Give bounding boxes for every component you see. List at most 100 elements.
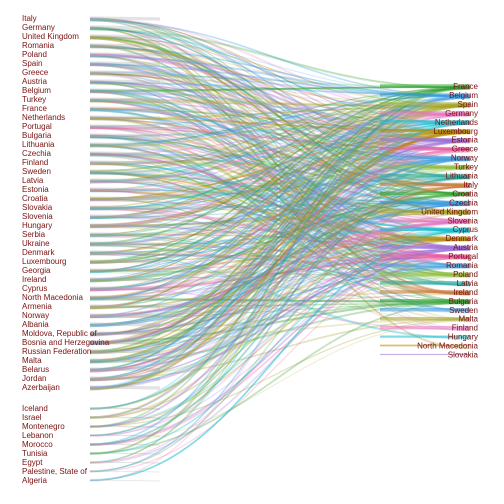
source-band-40: [89, 376, 161, 381]
flow-36: [89, 44, 471, 162]
target-label: Spain: [458, 100, 478, 109]
source-label: France: [22, 104, 47, 113]
flow-336: [89, 220, 471, 271]
target-label-layer: FranceBelgiumSpainGermanyNetherlandsLuxe…: [417, 82, 479, 360]
flow-250: [89, 166, 471, 202]
flow-199: [89, 139, 471, 165]
flow-442: [89, 177, 471, 346]
target-label: France: [453, 82, 478, 91]
flow-449: [89, 266, 471, 353]
flow-197: [89, 162, 471, 277]
target-label: United Kingdom: [421, 207, 478, 216]
flow-369: [89, 222, 471, 292]
flow-453: [89, 132, 471, 354]
flow-22: [89, 29, 471, 141]
flow-445: [89, 105, 471, 353]
flow-7: [89, 19, 471, 133]
flow-246: [89, 105, 471, 201]
flow-506: [89, 159, 471, 410]
flow-353: [89, 157, 471, 282]
flow-305: [89, 239, 471, 245]
flow-276: [89, 130, 471, 226]
flow-61: [89, 62, 471, 162]
flow-135: [89, 116, 471, 260]
source-band-48: [89, 461, 161, 464]
flow-415: [89, 221, 471, 327]
flow-111: [89, 98, 471, 204]
flow-277: [89, 138, 471, 227]
source-band-22: [89, 214, 161, 219]
source-label: Romania: [22, 41, 55, 50]
flow-392: [89, 266, 471, 309]
target-label: Czechia: [449, 198, 478, 207]
target-label: Estonia: [451, 136, 478, 145]
flow-154: [89, 127, 471, 250]
source-label: Egypt: [22, 458, 43, 467]
source-band-10: [89, 106, 161, 111]
flow-50: [89, 53, 471, 144]
source-band-15: [89, 151, 161, 156]
flow-287: [89, 204, 471, 229]
flow-150: [89, 126, 471, 251]
target-label: Greece: [452, 145, 479, 154]
flow-434: [89, 157, 471, 344]
flow-465: [89, 130, 471, 363]
flow-266: [89, 114, 471, 217]
source-band-12: [89, 124, 161, 129]
source-label: Portugal: [22, 122, 52, 131]
target-label: Norway: [451, 154, 478, 163]
flow-224: [89, 181, 471, 231]
flow-38: [89, 44, 471, 302]
target-label: Slovakia: [448, 351, 479, 360]
flow-421: [89, 265, 471, 335]
flow-308: [89, 139, 471, 246]
flow-330: [89, 238, 471, 264]
flow-9: [89, 19, 471, 276]
flow-227: [89, 112, 471, 184]
flow-531: [89, 230, 471, 455]
flow-238: [89, 176, 471, 193]
source-band-49: [89, 470, 161, 473]
flow-100: [89, 90, 471, 160]
source-label: Armenia: [22, 302, 52, 311]
flow-535: [89, 105, 471, 464]
source-band-1: [89, 25, 161, 30]
flow-177: [89, 145, 471, 267]
flow-466: [89, 301, 471, 364]
flow-182: [89, 152, 471, 258]
flow-413: [89, 201, 471, 326]
flow-456: [89, 132, 471, 361]
flow-216: [89, 131, 471, 181]
source-label: Norway: [22, 311, 49, 320]
source-band-26: [89, 250, 161, 255]
flow-185: [89, 153, 471, 162]
flow-322: [89, 253, 471, 260]
flow-241: [89, 175, 471, 200]
flow-248: [89, 176, 471, 201]
flow-98: [89, 89, 471, 234]
target-label: Turkey: [454, 163, 478, 172]
target-label: Sweden: [449, 306, 478, 315]
flow-331: [89, 204, 471, 264]
flow-280: [89, 158, 471, 227]
flow-146: [89, 125, 471, 240]
flow-39: [89, 44, 471, 320]
flow-407: [89, 303, 471, 319]
flow-523: [89, 221, 471, 438]
flow-302: [89, 159, 471, 245]
flow-244: [89, 130, 471, 200]
flow-24: [89, 35, 471, 169]
flow-394: [89, 86, 471, 310]
flow-356: [89, 166, 471, 282]
flow-202: [89, 114, 471, 166]
flow-65: [89, 63, 471, 186]
flow-512: [89, 185, 471, 419]
source-band-16: [89, 160, 161, 165]
source-band-25: [89, 241, 161, 246]
flow-151: [89, 126, 471, 295]
flow-398: [89, 221, 471, 317]
source-label: Azerbaijan: [22, 383, 60, 392]
source-band-45: [89, 434, 161, 437]
source-label: Luxembourg: [22, 257, 66, 266]
flow-75: [89, 72, 471, 170]
